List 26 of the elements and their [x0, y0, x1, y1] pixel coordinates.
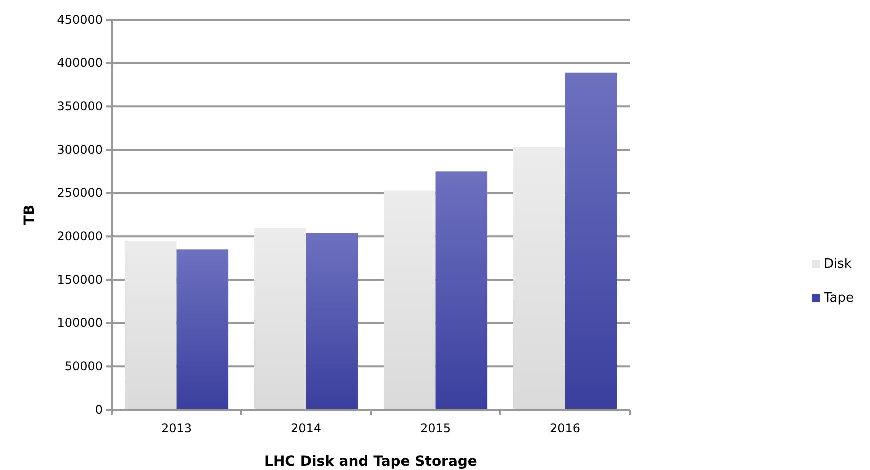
- y-tick-label: 450000: [57, 12, 103, 27]
- y-tick-label: 400000: [57, 56, 103, 70]
- bar: [565, 72, 618, 410]
- bar: [513, 147, 566, 410]
- y-tick-label: 350000: [57, 100, 103, 114]
- y-tick-label: 300000: [57, 142, 103, 157]
- x-tick-label: 2016: [550, 422, 581, 436]
- y-tick-label: 0: [95, 402, 103, 417]
- x-tick-label: 2013: [161, 422, 192, 436]
- bar: [306, 233, 358, 410]
- legend-label: Tape: [823, 291, 854, 306]
- y-tick-label: 100000: [57, 316, 103, 330]
- bar: [124, 241, 177, 410]
- bar: [384, 190, 436, 410]
- bar: [254, 228, 306, 410]
- bar: [436, 172, 488, 410]
- x-tick-label: 2015: [420, 422, 452, 436]
- y-tick-label: 200000: [57, 230, 103, 244]
- legend-label: Disk: [824, 257, 852, 272]
- bar: [176, 250, 229, 410]
- y-axis-title: TB: [22, 204, 38, 226]
- y-tick-label: 250000: [57, 186, 103, 200]
- y-tick-label: 50000: [64, 360, 103, 374]
- y-tick-label: 150000: [57, 272, 103, 287]
- x-tick-label: 2014: [290, 422, 322, 436]
- x-axis-title: LHC Disk and Tape Storage: [264, 454, 478, 470]
